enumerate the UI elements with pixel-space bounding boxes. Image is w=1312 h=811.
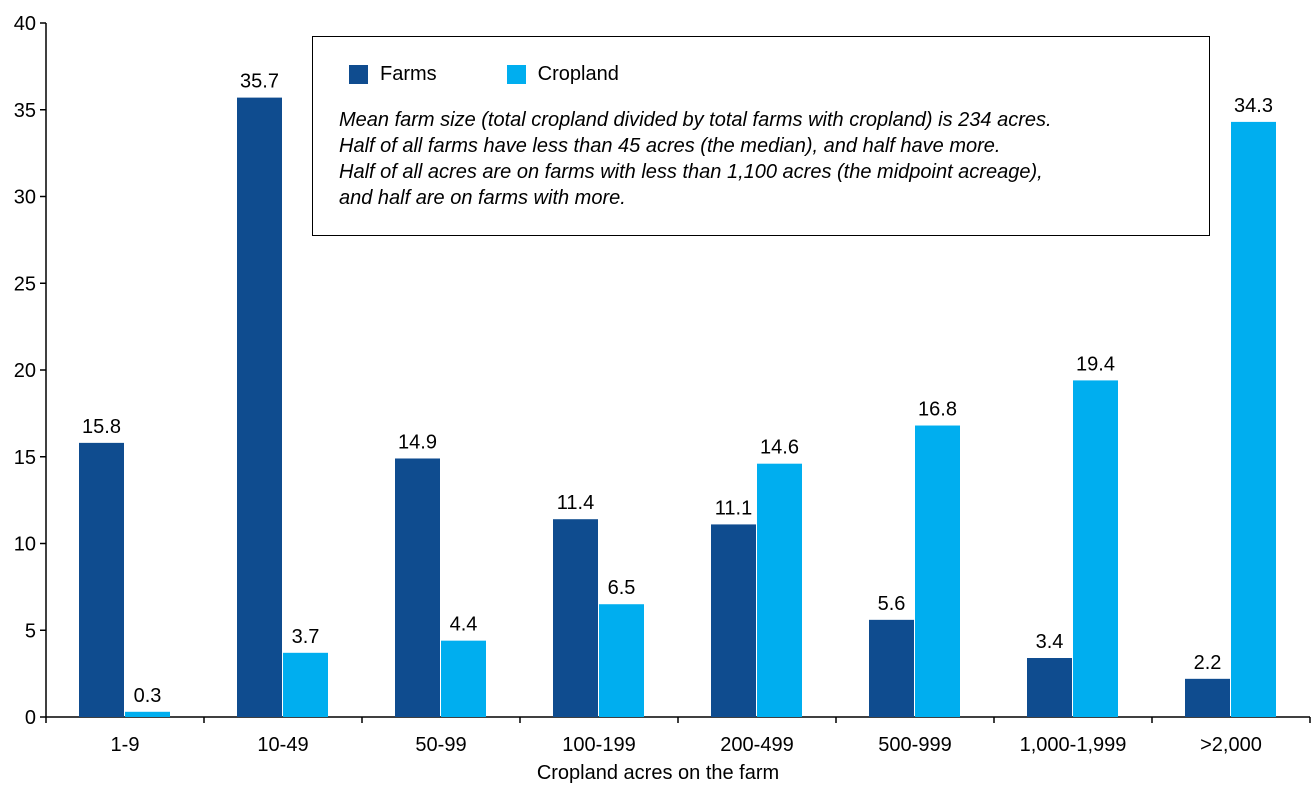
cropland-bar [1073, 380, 1118, 717]
farms-value-label: 3.4 [1036, 631, 1064, 653]
cropland-swatch [506, 65, 526, 84]
farms-bar [553, 519, 598, 717]
cropland-bar [1231, 121, 1276, 717]
y-tick-label: 5 [25, 620, 36, 642]
x-axis-title: Cropland acres on the farm [537, 762, 779, 784]
legend-label-cropland: Cropland [537, 63, 619, 85]
annotation-line: Half of all acres are on farms with less… [339, 161, 1043, 183]
farms-value-label: 15.8 [82, 416, 121, 438]
farms-bar [869, 619, 914, 717]
farms-swatch [349, 65, 368, 84]
y-tick-label: 25 [14, 273, 36, 295]
cropland-bar [757, 463, 802, 717]
y-tick-label: 10 [14, 534, 36, 556]
x-tick-label: 1-9 [111, 734, 140, 756]
annotation-line: Half of all farms have less than 45 acre… [339, 135, 1001, 157]
data-labels: 15.8 0.3 35.7 3.7 14.9 4.4 11.4 6.5 11.1 14.6 5.6 1… [82, 71, 1273, 707]
cropland-value-label: 6.5 [608, 577, 636, 599]
cropland-bar [599, 604, 644, 717]
farms-bar [711, 524, 756, 717]
cropland-value-label: 3.7 [292, 626, 320, 648]
bars [79, 97, 1276, 718]
x-tick-label: 1,000-1,999 [1020, 734, 1127, 756]
cropland-value-label: 34.3 [1234, 95, 1273, 117]
farms-value-label: 5.6 [878, 593, 906, 615]
legend: Farms Cropland [349, 63, 689, 86]
y-tick-label: 15 [14, 447, 36, 469]
farms-value-label: 2.2 [1194, 652, 1222, 674]
farms-value-label: 35.7 [240, 71, 279, 93]
legend-item-cropland: Cropland [506, 63, 619, 86]
cropland-bar [283, 652, 328, 717]
y-tick-label: 40 [14, 13, 36, 35]
y-tick-label: 30 [14, 187, 36, 209]
x-tick-label: 200-499 [720, 734, 793, 756]
cropland-value-label: 16.8 [918, 399, 957, 421]
farms-value-label: 14.9 [398, 431, 437, 453]
farms-bar [1185, 678, 1230, 717]
cropland-bar [915, 425, 960, 717]
y-axis: 0 5 10 15 20 25 30 35 40 [14, 13, 47, 729]
y-tick-label: 0 [25, 707, 36, 729]
x-axis: 1-9 10-49 50-99 100-199 200-499 500-999 1,000-… [45, 716, 1311, 756]
cropland-value-label: 4.4 [450, 614, 478, 636]
cropland-bar [125, 711, 170, 717]
legend-label-farms: Farms [380, 63, 437, 85]
farms-bar [395, 458, 440, 717]
x-tick-label: 500-999 [878, 734, 951, 756]
farms-bar [237, 97, 282, 718]
annotation-line: Mean farm size (total cropland divided b… [339, 109, 1052, 131]
farms-value-label: 11.1 [715, 497, 752, 519]
annotation-line: and half are on farms with more. [339, 187, 626, 209]
cropland-value-label: 0.3 [134, 685, 162, 707]
y-tick-label: 20 [14, 360, 36, 382]
cropland-bar [441, 640, 486, 717]
farms-bar [79, 442, 124, 717]
cropland-value-label: 14.6 [760, 437, 799, 459]
legend-item-farms: Farms [349, 63, 437, 86]
cropland-value-label: 19.4 [1076, 353, 1115, 375]
x-tick-label: 50-99 [415, 734, 466, 756]
x-tick-label: 100-199 [562, 734, 635, 756]
y-tick-label: 35 [14, 100, 36, 122]
x-tick-label: 10-49 [257, 734, 308, 756]
farms-value-label: 11.4 [557, 492, 594, 514]
x-tick-label: >2,000 [1200, 734, 1262, 756]
farms-bar [1027, 658, 1072, 717]
legend-annotation-box: Farms Cropland Mean farm size (total cro… [312, 36, 1210, 236]
annotation-text: Mean farm size (total cropland divided b… [339, 107, 1199, 211]
